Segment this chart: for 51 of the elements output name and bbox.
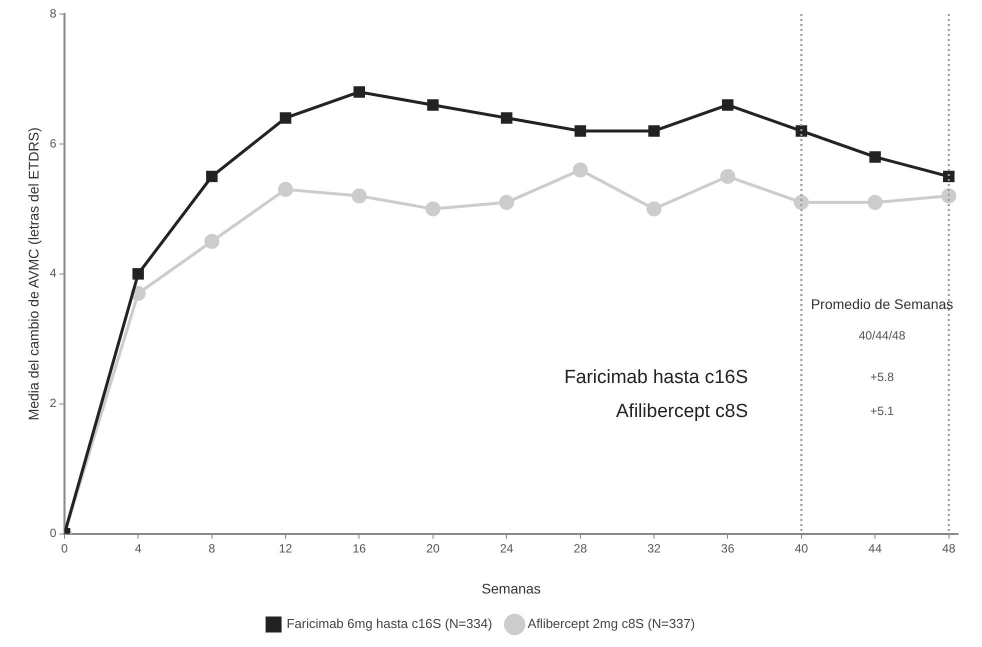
y-tick-label: 6 xyxy=(50,136,57,150)
point xyxy=(280,112,292,124)
y-axis-title: Media del cambio de AVMC (letras del ETDRS) xyxy=(25,127,42,420)
y-tick-label: 4 xyxy=(50,266,57,280)
x-tick-label: 8 xyxy=(208,541,216,556)
point xyxy=(720,168,736,184)
point xyxy=(648,125,660,137)
x-tick-label: 16 xyxy=(352,541,366,556)
x-axis-title: Semanas xyxy=(482,580,541,596)
point xyxy=(943,170,955,182)
point xyxy=(354,86,365,98)
x-tick-label: 0 xyxy=(61,541,68,556)
point xyxy=(425,201,440,216)
annotation: +5.1 xyxy=(870,404,894,418)
point xyxy=(941,188,956,204)
point xyxy=(206,170,218,182)
point xyxy=(646,201,662,216)
x-tick-label: 48 xyxy=(942,541,956,556)
point xyxy=(132,268,144,280)
legend-label: Aflibercept 2mg c8S (N=337) xyxy=(528,616,695,632)
point xyxy=(352,188,367,204)
point xyxy=(499,194,514,210)
point xyxy=(796,125,808,137)
point xyxy=(574,125,586,137)
x-tick-label: 20 xyxy=(426,541,440,556)
legend-label: Faricimab 6mg hasta c16S (N=334) xyxy=(286,616,492,632)
x-tick-label: 12 xyxy=(278,541,293,556)
point xyxy=(722,99,734,111)
x-tick-label: 4 xyxy=(134,541,142,556)
point xyxy=(278,182,294,197)
annotation: Afilibercept c8S xyxy=(616,400,748,422)
annotation: 40/44/48 xyxy=(858,328,906,343)
y-tick-label: 8 xyxy=(50,6,57,20)
annotation: Faricimab hasta c16S xyxy=(564,367,748,388)
y-tick-label: 2 xyxy=(50,396,57,410)
annotation: Promedio de Semanas xyxy=(810,296,954,312)
point xyxy=(794,194,809,210)
x-tick-label: 24 xyxy=(500,541,514,556)
x-tick-label: 28 xyxy=(574,541,588,556)
y-tick-label: 0 xyxy=(50,526,57,540)
point xyxy=(868,194,883,210)
point xyxy=(869,151,881,163)
x-tick-label: 32 xyxy=(647,541,662,556)
point xyxy=(572,162,588,178)
point xyxy=(427,99,439,111)
point xyxy=(500,112,512,124)
x-tick-label: 36 xyxy=(721,541,735,556)
x-tick-label: 44 xyxy=(868,541,882,556)
annotation: +5.8 xyxy=(870,370,894,384)
point xyxy=(204,234,220,249)
x-tick-label: 40 xyxy=(794,541,808,556)
